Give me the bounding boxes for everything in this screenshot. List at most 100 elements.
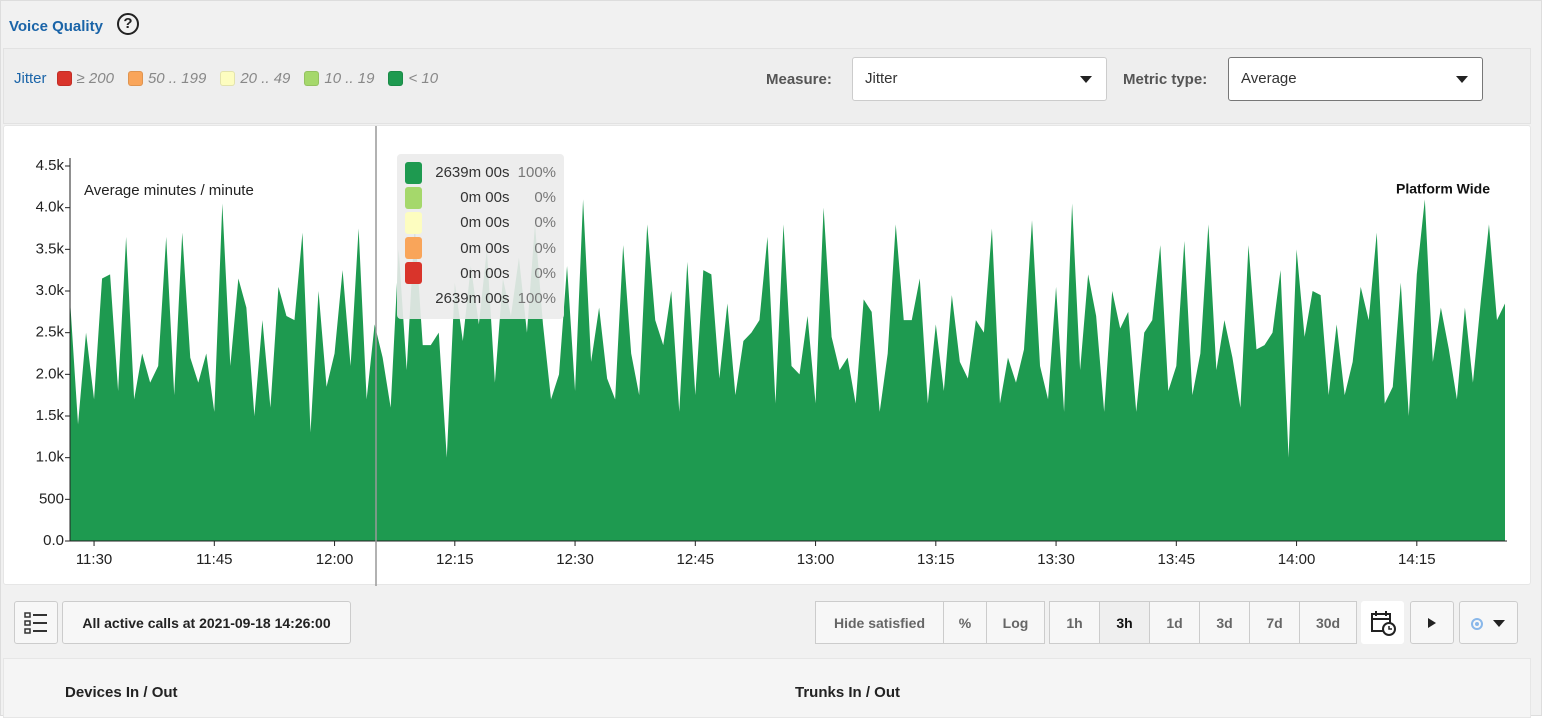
tooltip-value: 2639m 00s [435, 290, 510, 308]
legend-swatch [127, 71, 143, 86]
metric-value: Average [1241, 70, 1297, 87]
play-icon [1428, 617, 1436, 628]
legend-text: 50 .. 199 [147, 70, 207, 87]
y-axis-title: Average minutes / minute [84, 182, 254, 199]
list-button[interactable] [14, 601, 58, 644]
x-tick-label: 13:45 [1158, 551, 1196, 568]
legend-item: ≥ 200 [56, 70, 114, 87]
tooltip-value: 0m 00s [460, 264, 510, 282]
legend-text: < 10 [408, 70, 439, 87]
snapshot-button[interactable]: All active calls at 2021-09-18 14:26:00 [62, 601, 351, 644]
tooltip-row: 0m 00s 0% [405, 236, 556, 261]
annotation: Platform Wide [1396, 181, 1490, 197]
list-icon [24, 611, 47, 634]
caret [1080, 76, 1092, 83]
range-button[interactable]: 3h [1099, 601, 1150, 644]
legend-swatch [56, 71, 72, 86]
area [70, 199, 1505, 541]
tooltip-swatch [405, 186, 423, 209]
y-tick-label: 2.5k [36, 324, 65, 341]
y-tick-label: 1.5k [36, 407, 65, 424]
range-button[interactable]: 1d [1149, 601, 1200, 644]
range-button[interactable]: 30d [1299, 601, 1357, 644]
metric-label: Metric type: [1123, 71, 1208, 88]
tooltip-percent: 0% [534, 239, 557, 257]
y-tick-label: 4.0k [36, 199, 65, 216]
bottom-panel: Devices In / Out Trunks In / Out [3, 658, 1531, 718]
chart: Average minutes / minute Platform Wide 0… [36, 126, 1507, 586]
tooltip-value: 0m 00s [460, 214, 510, 232]
legend-item: < 10 [388, 70, 438, 87]
legend-swatch [304, 71, 320, 86]
legend-text: 10 .. 19 [324, 70, 375, 87]
tooltip-row: 0m 00s 0% [405, 210, 556, 235]
toolbar-button[interactable]: % [943, 601, 987, 644]
chart-panel: Average minutes / minute Platform Wide 0… [3, 125, 1531, 586]
help-icon[interactable]: ? [117, 13, 139, 35]
y-tick-label: 3.0k [36, 282, 65, 299]
tooltip-percent: 0% [534, 214, 557, 232]
section-title: Devices In / Out [65, 684, 178, 701]
legend: Jitter ≥ 200 50 .. 199 20 .. 49 10 .. 19 < 1… [14, 70, 452, 87]
tooltip-row: 2639m 00s 100% [405, 286, 556, 311]
y-tick-label: 500 [39, 490, 64, 507]
toolbar-button[interactable]: Hide satisfied [815, 601, 944, 644]
x-tick-label: 13:00 [797, 551, 835, 568]
y-tick-label: 4.5k [36, 157, 65, 174]
caret [1456, 76, 1468, 83]
calendar-button[interactable] [1361, 601, 1404, 644]
tooltip-percent: 100% [517, 164, 557, 182]
filter-bar: Jitter ≥ 200 50 .. 199 20 .. 49 10 .. 19 < 1… [3, 48, 1531, 124]
play-button[interactable] [1410, 601, 1454, 644]
x-tick-label: 12:15 [436, 551, 474, 568]
x-tick-label: 14:00 [1278, 551, 1316, 568]
range-button[interactable]: 7d [1249, 601, 1300, 644]
tooltip-row: 0m 00s 0% [405, 261, 556, 286]
tooltip-value: 0m 00s [460, 189, 510, 207]
tooltip: 2639m 00s 100% 0m 00s 0% 0m 00s 0% 0m 00s 0% 0m … [397, 154, 564, 319]
tooltip-value: 0m 00s [460, 239, 510, 257]
tooltip-swatch [405, 211, 423, 234]
y-tick-label: 0.0 [43, 532, 64, 549]
x-tick-label: 12:00 [316, 551, 354, 568]
tooltip-row: 2639m 00s 100% [405, 160, 556, 185]
measure-label: Measure: [766, 71, 832, 88]
tooltip-percent: 0% [534, 264, 557, 282]
measure-select[interactable]: Jitter [852, 57, 1107, 101]
legend-item: 50 .. 199 [127, 70, 207, 87]
legend-label: Jitter [14, 70, 47, 87]
tooltip-percent: 0% [534, 189, 557, 207]
tooltip-swatch [405, 237, 423, 260]
x-tick-label: 12:45 [677, 551, 715, 568]
y-tick-label: 2.0k [36, 365, 65, 382]
x-tick-label: 13:30 [1037, 551, 1075, 568]
options-button[interactable] [1459, 601, 1518, 644]
tooltip-percent: 100% [517, 290, 557, 308]
toolbar-button[interactable]: Log [986, 601, 1045, 644]
tooltip-swatch [405, 161, 423, 184]
range-button[interactable]: 3d [1199, 601, 1250, 644]
tooltip-swatch [405, 288, 422, 310]
calendar-icon [1370, 610, 1396, 636]
legend-text: 20 .. 49 [240, 70, 291, 87]
range-button[interactable]: 1h [1049, 601, 1100, 644]
x-tick-label: 12:30 [556, 551, 594, 568]
tooltip-swatch [405, 262, 423, 285]
tooltip-value: 2639m 00s [435, 164, 510, 182]
page-title: Voice Quality [9, 18, 103, 35]
legend-swatch [388, 71, 404, 86]
x-tick-label: 11:30 [76, 551, 112, 568]
section-title: Trunks In / Out [795, 684, 901, 701]
x-tick-label: 14:15 [1398, 551, 1436, 568]
y-tick-label: 1.0k [36, 449, 65, 466]
options-icon [1470, 617, 1505, 630]
legend-item: 10 .. 19 [304, 70, 374, 87]
measure-value: Jitter [865, 70, 898, 87]
legend-text: ≥ 200 [76, 70, 114, 87]
legend-swatch [220, 71, 236, 86]
metric-select[interactable]: Average [1228, 57, 1483, 101]
y-tick-label: 3.5k [36, 240, 65, 257]
tooltip-row: 0m 00s 0% [405, 185, 556, 210]
x-tick-label: 11:45 [196, 551, 232, 568]
